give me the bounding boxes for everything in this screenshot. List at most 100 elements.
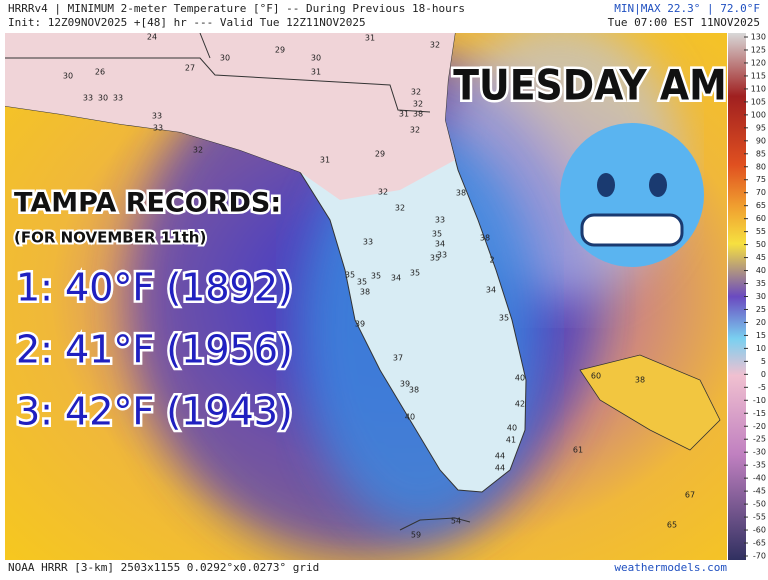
station-value: 40 <box>405 413 415 422</box>
colorbar-label: -10 <box>753 396 766 405</box>
station-value: 44 <box>495 452 505 461</box>
colorbar-label: -20 <box>753 422 766 431</box>
station-value: 32 <box>193 146 203 155</box>
record: 3: 42°F (1943) <box>16 390 293 434</box>
station-value: 30 <box>311 54 321 63</box>
station-value: 32 <box>411 88 421 97</box>
station-value: 32 <box>378 188 388 197</box>
station-value: 29 <box>375 150 385 159</box>
station-value: 35 <box>432 230 442 239</box>
station-value: 34 <box>391 274 401 283</box>
colorbar-label: 90 <box>756 136 766 145</box>
colorbar-label: -35 <box>753 461 766 470</box>
station-value: 38 <box>360 288 370 297</box>
station-value: 33 <box>83 94 93 103</box>
station-value: 32 <box>413 100 423 109</box>
colorbar-label: 105 <box>751 97 766 106</box>
colorbar-label: -5 <box>758 383 766 392</box>
colorbar-label: -40 <box>753 474 766 483</box>
colorbar-label: -70 <box>753 552 766 561</box>
station-value: 33 <box>435 216 445 225</box>
station-value: 30 <box>98 94 108 103</box>
colorbar-label: 0 <box>761 370 766 379</box>
records-title: TAMPA RECORDS: <box>14 188 281 219</box>
colorbar-label: 75 <box>756 175 766 184</box>
station-value: 38 <box>409 386 419 395</box>
station-value: 34 <box>486 286 496 295</box>
colorbar-label: 20 <box>756 318 766 327</box>
colorbar-label: -65 <box>753 539 766 548</box>
station-value: 40 <box>515 374 525 383</box>
colorbar-label: 50 <box>756 240 766 249</box>
station-value: 65 <box>667 521 677 530</box>
colorbar-label: 10 <box>756 344 766 353</box>
colorbar-label: -25 <box>753 435 766 444</box>
day-label: TUESDAY AM <box>453 61 726 110</box>
station-value: 30 <box>220 54 230 63</box>
station-value: 24 <box>147 33 157 42</box>
colorbar <box>728 33 746 560</box>
colorbar-label: 80 <box>756 162 766 171</box>
station-value: 39 <box>400 380 410 389</box>
footer-grid: NOAA HRRR [3-km] 2503x1155 0.0292°x0.027… <box>8 561 319 574</box>
station-value: 35 <box>345 271 355 280</box>
station-value: 2 <box>489 256 494 265</box>
header-title: HRRRv4 | MINIMUM 2-meter Temperature [°F… <box>8 2 465 15</box>
station-value: 33 <box>113 94 123 103</box>
station-value: 38 <box>456 189 466 198</box>
header-init: Init: 12Z09NOV2025 +[48] hr --- Valid Tu… <box>8 16 366 29</box>
colorbar-label: 100 <box>751 110 766 119</box>
colorbar-label: 95 <box>756 123 766 132</box>
colorbar-label: -30 <box>753 448 766 457</box>
colorbar-label: 15 <box>756 331 766 340</box>
colorbar-label: 65 <box>756 201 766 210</box>
colorbar-label: -50 <box>753 500 766 509</box>
station-value: 35 <box>499 314 509 323</box>
station-value: 54 <box>451 517 461 526</box>
station-value: 26 <box>95 68 105 77</box>
colorbar-label: 5 <box>761 357 766 366</box>
station-value: 39 <box>355 320 365 329</box>
station-value: 67 <box>685 491 695 500</box>
station-value: 27 <box>185 64 195 73</box>
records-subtitle: (FOR NOVEMBER 11th) <box>14 229 206 247</box>
station-value: 31 <box>311 68 321 77</box>
colorbar-label: 30 <box>756 292 766 301</box>
colorbar-label: 70 <box>756 188 766 197</box>
station-value: 38 <box>635 376 645 385</box>
colorbar-label: -60 <box>753 526 766 535</box>
header-minmax: MIN|MAX 22.3° | 72.0°F <box>614 2 760 15</box>
footer-site: weathermodels.com <box>614 561 727 574</box>
colorbar-label: 25 <box>756 305 766 314</box>
colorbar-label: -15 <box>753 409 766 418</box>
station-value: 35 <box>371 272 381 281</box>
station-value: 60 <box>591 372 601 381</box>
station-value: 32 <box>430 41 440 50</box>
station-value: 35 <box>430 254 440 263</box>
station-value: 35 <box>410 269 420 278</box>
emoji-face <box>560 123 704 267</box>
colorbar-label: 125 <box>751 45 766 54</box>
station-value: 30 <box>63 72 73 81</box>
station-value: 37 <box>393 354 403 363</box>
colorbar-label: 115 <box>751 71 766 80</box>
colorbar-label: 130 <box>751 33 766 42</box>
station-value: 40 <box>507 424 517 433</box>
colorbar-label: 35 <box>756 279 766 288</box>
station-value: 31 <box>320 156 330 165</box>
station-value: 35 <box>357 278 367 287</box>
station-value: 32 <box>410 126 420 135</box>
station-value: 42 <box>515 400 525 409</box>
station-value: 33 <box>152 112 162 121</box>
station-value: 41 <box>506 436 516 445</box>
station-value: 61 <box>573 446 583 455</box>
station-value: 33 <box>153 124 163 133</box>
colorbar-label: 55 <box>756 227 766 236</box>
colorbar-label: -45 <box>753 487 766 496</box>
station-value: 29 <box>275 46 285 55</box>
colorbar-label: 40 <box>756 266 766 275</box>
colorbar-label: 60 <box>756 214 766 223</box>
record: 2: 41°F (1956) <box>16 328 293 372</box>
